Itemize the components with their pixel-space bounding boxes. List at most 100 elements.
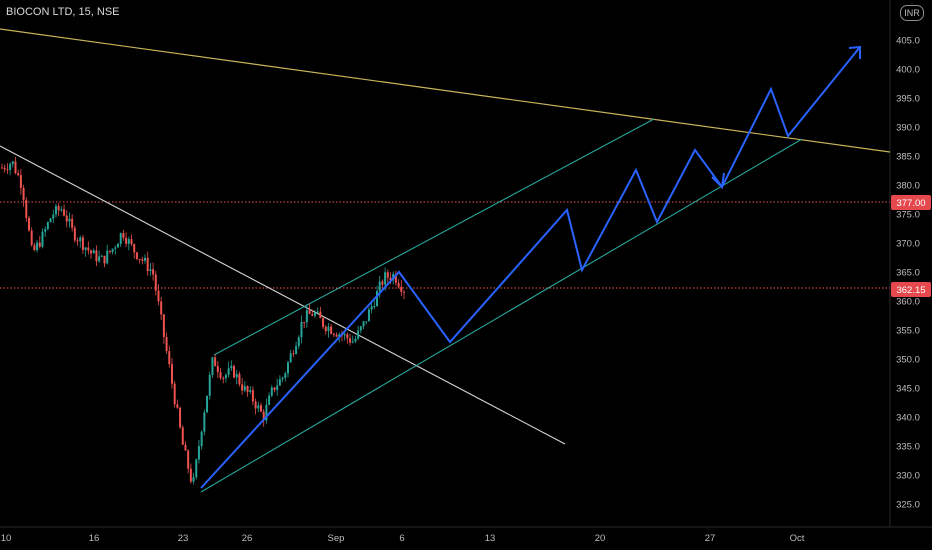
- price-tick-label: 345.0: [896, 384, 920, 395]
- candle-body: [138, 259, 141, 261]
- candle-body: [365, 321, 368, 323]
- candle-body: [216, 366, 219, 373]
- symbol-header[interactable]: BIOCON LTD, 15, NSE: [6, 6, 120, 18]
- candle-body: [316, 311, 319, 313]
- candle-body: [135, 252, 138, 260]
- candle-body: [133, 244, 136, 253]
- candle-body: [241, 384, 244, 391]
- candle-body: [254, 401, 257, 409]
- candle-body: [308, 310, 311, 315]
- time-label: Oct: [790, 533, 805, 544]
- candle-body: [44, 229, 47, 232]
- candle-body: [238, 373, 241, 385]
- candle-body: [394, 273, 397, 283]
- price-badge-377-label: 377.00: [896, 198, 925, 209]
- candle-body: [19, 175, 22, 188]
- price-tick-label: 350.0: [896, 355, 920, 366]
- projection-path[interactable]: [200, 46, 861, 489]
- price-tick-label: 335.0: [896, 442, 920, 453]
- price-tick-label: 340.0: [896, 413, 920, 424]
- candle-body: [87, 247, 90, 251]
- candle-body: [327, 326, 330, 332]
- channel-upper-line[interactable]: [213, 118, 655, 356]
- candle-body: [22, 187, 25, 201]
- candle-body: [160, 301, 163, 315]
- price-badge-362-label: 362.15: [896, 285, 925, 296]
- candle-body: [268, 395, 271, 405]
- candle-body: [76, 240, 79, 242]
- candle-body: [143, 257, 146, 261]
- candle-body: [81, 237, 84, 250]
- candle-body: [273, 387, 276, 390]
- candle-body: [313, 312, 316, 316]
- candle-body: [270, 387, 273, 396]
- candle-body: [3, 167, 6, 170]
- candle-body: [79, 237, 82, 242]
- candle-body: [292, 353, 295, 355]
- candle-body: [90, 250, 93, 254]
- candle-body: [103, 255, 106, 264]
- candle-body: [187, 450, 190, 469]
- candle-body: [157, 290, 160, 302]
- candle-body: [30, 230, 33, 246]
- candle-body: [98, 256, 101, 262]
- candle-body: [219, 372, 222, 378]
- candle-body: [367, 309, 370, 322]
- candle-body: [357, 330, 360, 339]
- yellow-trendline[interactable]: [0, 28, 891, 153]
- candle-body: [173, 383, 176, 405]
- price-tick-label: 330.0: [896, 471, 920, 482]
- candle-body: [176, 404, 179, 408]
- candle-body: [95, 250, 98, 262]
- price-tick-label: 390.0: [896, 123, 920, 134]
- white-trendline[interactable]: [0, 145, 566, 445]
- candle-body: [106, 250, 109, 264]
- candle-body: [14, 161, 17, 174]
- price-tick-label: 325.0: [896, 500, 920, 511]
- candle-body: [68, 218, 71, 222]
- candle-body: [346, 334, 349, 339]
- candle-body: [73, 227, 76, 241]
- candle-body: [305, 310, 308, 323]
- candle-body: [11, 161, 14, 165]
- candle-body: [170, 364, 173, 384]
- candle-body: [211, 357, 214, 375]
- candle-body: [330, 326, 333, 334]
- candle-body: [276, 385, 279, 390]
- candle-body: [25, 200, 28, 218]
- candle-body: [203, 412, 206, 432]
- candle-body: [65, 215, 68, 222]
- candle-body: [111, 248, 114, 252]
- candle-body: [335, 334, 338, 337]
- candle-body: [295, 346, 298, 354]
- candle-body: [349, 338, 352, 343]
- candle-body: [359, 326, 362, 331]
- candle-body: [9, 164, 12, 170]
- candle-body: [281, 377, 284, 379]
- candle-body: [257, 405, 260, 409]
- candle-body: [230, 365, 233, 369]
- price-badge-377: 377.00: [891, 195, 931, 210]
- projection-mid-arrowhead: [711, 172, 725, 190]
- candle-body: [197, 446, 200, 460]
- candle-body: [362, 321, 365, 327]
- price-tick-label: 395.0: [896, 94, 920, 105]
- time-axis[interactable]: 10 16 23 26 Sep 6 13 20 27 Oct: [1, 533, 805, 544]
- time-label: Sep: [328, 533, 345, 544]
- price-tick-label: 370.0: [896, 239, 920, 250]
- price-axis[interactable]: 325.0 330.0 335.0 340.0 345.0 350.0 355.0 360.0…: [896, 36, 920, 511]
- candle-body: [92, 250, 95, 254]
- candle-body: [373, 306, 376, 308]
- candle-body: [319, 311, 322, 319]
- channel-lower-line[interactable]: [200, 138, 803, 493]
- candle-body: [162, 314, 165, 337]
- price-tick-label: 380.0: [896, 181, 920, 192]
- candle-body: [403, 291, 405, 293]
- candle-body: [322, 318, 325, 327]
- candle-body: [386, 272, 389, 278]
- candle-body: [278, 378, 281, 386]
- candle-body: [206, 395, 209, 413]
- time-label: 10: [1, 533, 12, 544]
- candle-body: [189, 468, 192, 482]
